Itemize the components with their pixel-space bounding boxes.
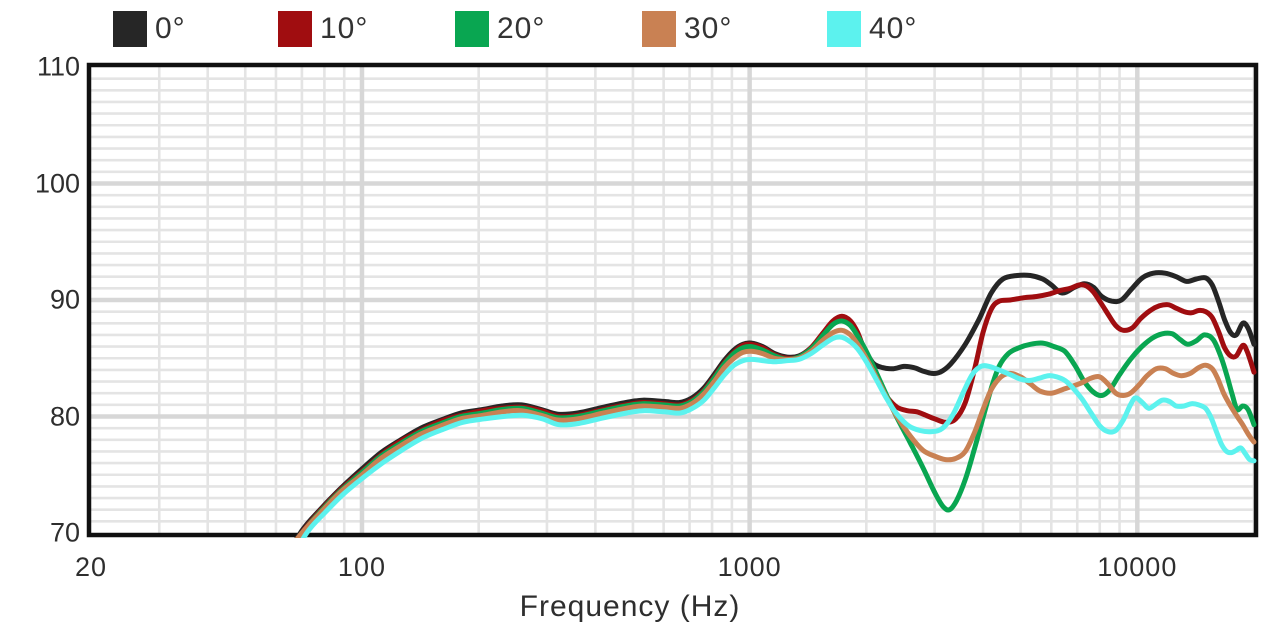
y-tick-label: 70 [49,517,80,548]
series-line-40deg [300,334,1257,538]
legend-label-0deg: 0° [155,12,186,45]
series-line-30deg [294,327,1257,538]
x-axis-title: Frequency (Hz) [519,590,741,623]
legend-label-10deg: 10° [320,12,369,45]
legend-swatch-30deg [642,11,676,47]
x-tick-label: 10000 [1097,552,1178,582]
plot-border [86,62,1259,538]
legend-item-30deg: 30° [642,11,732,47]
y-tick-label: 80 [49,401,80,431]
x-tick-label: 100 [337,552,386,582]
legend-label-20deg: 20° [497,12,546,45]
x-tick-label: 1000 [717,552,782,582]
legend-item-40deg: 40° [827,11,917,47]
legend-item-10deg: 10° [278,11,368,47]
x-tick-label: 20 [74,552,108,582]
legend: 0° 10° 20° 30° 40° [0,0,1286,56]
legend-label-30deg: 30° [684,12,733,45]
legend-item-20deg: 20° [455,11,545,47]
y-tick-label: 110 [36,51,80,82]
legend-swatch-20deg [455,11,489,47]
legend-swatch-40deg [827,11,861,47]
legend-item-0deg: 0° [113,11,186,47]
legend-label-40deg: 40° [869,12,918,45]
legend-swatch-0deg [113,11,147,47]
y-tick-label: 100 [34,168,80,198]
y-tick-label: 90 [49,284,80,315]
legend-swatch-10deg [278,11,312,47]
